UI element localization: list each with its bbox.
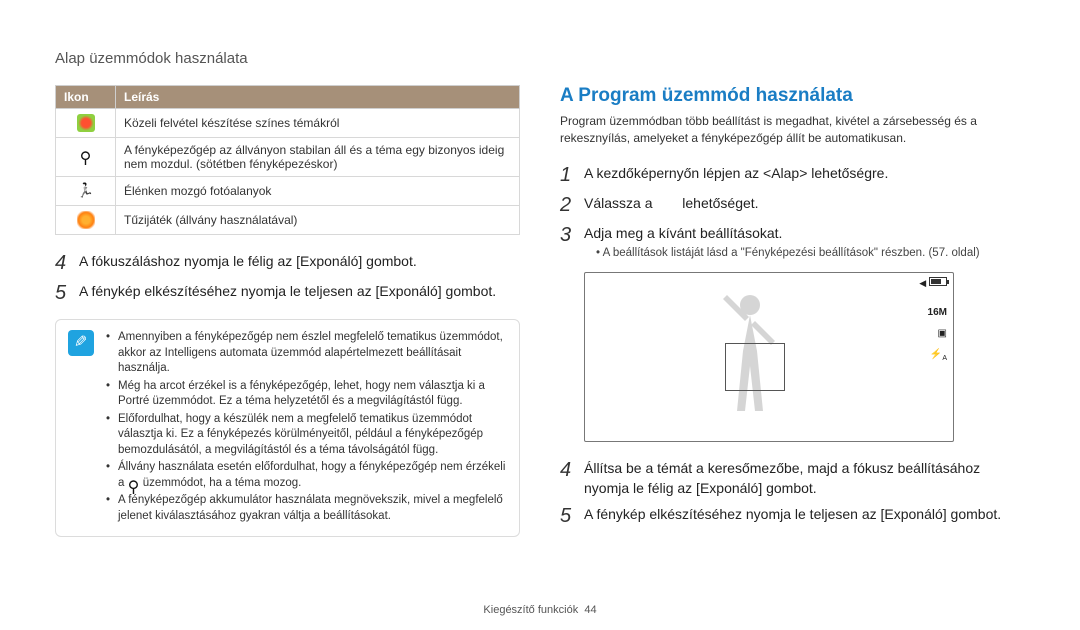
note-box: Amennyiben a fényképezőgép nem észlel me… [55, 319, 520, 537]
step-number: 5 [55, 281, 69, 305]
step-2: 2 Válassza a lehetőséget. [560, 193, 1025, 217]
table-cell-desc: Közeli felvétel készítése színes témákró… [116, 109, 520, 138]
step-text: Adja meg a kívánt beállításokat. A beáll… [584, 223, 980, 262]
action-icon [77, 182, 95, 200]
step-number: 1 [560, 163, 574, 187]
step-text: A fókuszáláshoz nyomja le félig az [Expo… [79, 251, 417, 275]
table-cell-desc: A fényképezőgép az állványon stabilan ál… [116, 138, 520, 177]
fireworks-icon [77, 211, 95, 229]
section-description: Program üzemmódban több beállítást is me… [560, 113, 1025, 147]
osd-overlay: ◀ 16M ▣ ⚡A [919, 277, 947, 371]
tripod-icon [77, 148, 95, 166]
battery-icon [929, 277, 947, 286]
note-icon [68, 330, 94, 356]
step-number: 2 [560, 193, 574, 217]
step-number: 5 [560, 504, 574, 528]
macro-flower-icon [77, 114, 95, 132]
step-text: A kezdőképernyőn lépjen az <Alap> lehető… [584, 163, 888, 187]
icon-description-table: Ikon Leírás Közeli felvétel készítése sz… [55, 85, 520, 235]
step-4: 4 A fókuszáláshoz nyomja le félig az [Ex… [55, 251, 520, 275]
flash-icon: ⚡A [919, 348, 947, 363]
tripod-inline-icon [128, 477, 140, 489]
step-1: 1 A kezdőképernyőn lépjen az <Alap> lehe… [560, 163, 1025, 187]
note-list: Amennyiben a fényképezőgép nem észlel me… [106, 330, 507, 526]
step-3: 3 Adja meg a kívánt beállításokat. A beá… [560, 223, 1025, 262]
step-text: Állítsa be a témát a keresőmezőbe, majd … [584, 458, 1025, 499]
left-column: Ikon Leírás Közeli felvétel készítése sz… [55, 85, 520, 537]
table-header-desc: Leírás [116, 86, 520, 109]
step-number: 4 [55, 251, 69, 275]
note-item: Előfordulhat, hogy a készülék nem a megf… [106, 412, 507, 459]
meter-icon: ▣ [919, 327, 947, 340]
table-row: Tűzijáték (állvány használatával) [56, 206, 520, 235]
step-5: 5 A fénykép elkészítéséhez nyomja le tel… [55, 281, 520, 305]
note-item: Még ha arcot érzékel is a fényképezőgép,… [106, 379, 507, 410]
focus-rectangle [725, 343, 785, 391]
step-number: 3 [560, 223, 574, 262]
section-title: A Program üzemmód használata [560, 85, 1025, 107]
step-5: 5 A fénykép elkészítéséhez nyomja le tel… [560, 504, 1025, 528]
camera-preview-frame: ◀ 16M ▣ ⚡A [584, 272, 954, 442]
step-4: 4 Állítsa be a témát a keresőmezőbe, maj… [560, 458, 1025, 499]
table-cell-desc: Élénken mozgó fotóalanyok [116, 177, 520, 206]
step-text: Válassza a lehetőséget. [584, 193, 759, 217]
step-subtext: A beállítások listáját lásd a "Fényképez… [596, 245, 980, 262]
table-row: Élénken mozgó fotóalanyok [56, 177, 520, 206]
table-header-icon: Ikon [56, 86, 116, 109]
page-header: Alap üzemmódok használata [55, 50, 1025, 67]
page-footer: Kiegészítő funkciók 44 [0, 604, 1080, 616]
note-item: Amennyiben a fényképezőgép nem észlel me… [106, 330, 507, 377]
step-number: 4 [560, 458, 574, 499]
right-column: A Program üzemmód használata Program üze… [560, 85, 1025, 537]
resolution-indicator: 16M [928, 307, 947, 318]
step-text: A fénykép elkészítéséhez nyomja le telje… [584, 504, 1001, 528]
table-row: A fényképezőgép az állványon stabilan ál… [56, 138, 520, 177]
step-text: A fénykép elkészítéséhez nyomja le telje… [79, 281, 496, 305]
note-item: A fényképezőgép akkumulátor használata m… [106, 493, 507, 524]
note-item: Állvány használata esetén előfordulhat, … [106, 460, 507, 491]
table-row: Közeli felvétel készítése színes témákró… [56, 109, 520, 138]
table-cell-desc: Tűzijáték (állvány használatával) [116, 206, 520, 235]
